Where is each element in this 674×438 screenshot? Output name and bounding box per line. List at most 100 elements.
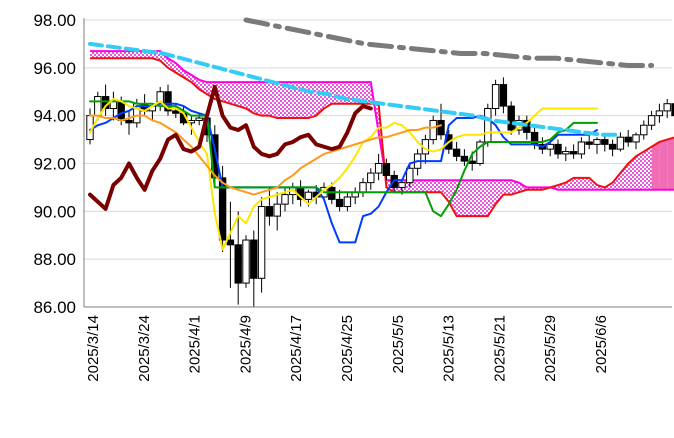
cloud-segment bbox=[643, 146, 652, 190]
cloud-segment bbox=[581, 177, 590, 190]
cloud-segment bbox=[456, 180, 465, 217]
cloud-segment bbox=[308, 82, 317, 119]
cloud-segment bbox=[480, 180, 488, 217]
candle-body bbox=[593, 139, 601, 145]
cloud-segment bbox=[409, 180, 418, 193]
cloud-segment bbox=[331, 82, 340, 104]
candle-body bbox=[585, 141, 593, 145]
cloud-segment bbox=[277, 82, 285, 119]
candle-body bbox=[632, 134, 640, 143]
cloud-segment bbox=[261, 82, 270, 116]
candle-body bbox=[616, 136, 625, 150]
cloud-segment bbox=[129, 51, 137, 59]
cloud-segment bbox=[651, 141, 660, 190]
cloud-segment bbox=[199, 79, 207, 95]
candle-body bbox=[250, 239, 258, 279]
base-line bbox=[89, 100, 598, 218]
cloud-segment bbox=[425, 180, 434, 193]
candle-body bbox=[117, 100, 125, 121]
candle-body bbox=[569, 151, 578, 155]
chikou-line bbox=[88, 84, 373, 211]
cloud-segment bbox=[175, 63, 184, 78]
cloud-segment bbox=[433, 180, 441, 193]
candle-body bbox=[374, 163, 383, 174]
candle-body bbox=[476, 141, 484, 165]
candle-body bbox=[655, 110, 664, 117]
candle-body bbox=[460, 155, 469, 162]
candle-body bbox=[398, 182, 406, 188]
cloud-segment bbox=[363, 82, 371, 104]
candle-body bbox=[546, 143, 554, 150]
candle-body bbox=[601, 139, 609, 145]
cloud-segment bbox=[441, 180, 449, 202]
y-tick-label: 86.00 bbox=[33, 298, 76, 317]
cloud-segment bbox=[472, 180, 480, 217]
y-tick-label: 94.00 bbox=[33, 107, 76, 126]
cloud-segment bbox=[573, 177, 582, 190]
axes bbox=[83, 18, 672, 308]
candle-body bbox=[437, 119, 445, 136]
y-tick-label: 96.00 bbox=[33, 59, 76, 78]
y-tick-labels: 86.00 88.00 90.00 92.00 94.00 96.00 98.00 bbox=[33, 11, 76, 317]
cloud-segment bbox=[230, 82, 239, 107]
cloud-segment bbox=[300, 82, 309, 119]
candle-body bbox=[554, 143, 562, 155]
x-tick-label: 2025/4/1 bbox=[187, 315, 204, 373]
x-tick-label: 2025/3/24 bbox=[136, 315, 153, 382]
x-tick-label: 2025/3/14 bbox=[85, 315, 102, 382]
cloud-segment bbox=[503, 180, 512, 195]
cloud-top-trend-line bbox=[88, 41, 623, 137]
leading-span-a-line bbox=[90, 50, 674, 191]
x-tick-label: 2025/4/25 bbox=[339, 315, 356, 382]
candle-body bbox=[343, 196, 352, 208]
candle-body bbox=[491, 84, 500, 109]
ichimoku-cloud bbox=[90, 50, 674, 218]
cloud-segment bbox=[667, 137, 674, 190]
cloud-segment bbox=[121, 51, 129, 59]
cloud-segment bbox=[511, 180, 519, 195]
candle-body bbox=[304, 191, 313, 200]
candle-body bbox=[640, 124, 648, 136]
candle-body bbox=[647, 115, 656, 126]
cloud-segment bbox=[183, 70, 192, 83]
cloud-segment bbox=[97, 51, 106, 59]
cloud-segment bbox=[628, 156, 636, 190]
leading-span-b-line bbox=[90, 57, 674, 218]
tenkan-line bbox=[89, 97, 598, 251]
cloud-segment bbox=[136, 51, 145, 59]
cloud-segment bbox=[636, 151, 644, 190]
cloud-segment bbox=[222, 82, 231, 104]
candle-body bbox=[562, 151, 570, 155]
candle-body bbox=[624, 136, 632, 143]
candle-body bbox=[265, 206, 274, 217]
cloud-segment bbox=[316, 82, 324, 116]
x-tick-label: 2025/4/17 bbox=[288, 315, 305, 382]
cloud-segment bbox=[246, 82, 254, 114]
candle-body bbox=[499, 84, 508, 107]
candle-body bbox=[242, 239, 250, 284]
kijun-line bbox=[89, 102, 598, 244]
cloud-segment bbox=[168, 58, 176, 73]
cloud-segment bbox=[105, 51, 114, 59]
x-tick-label: 2025/5/13 bbox=[441, 315, 458, 382]
candle-body bbox=[164, 91, 172, 112]
candle-body bbox=[257, 206, 266, 279]
candle-body bbox=[172, 110, 180, 114]
candle-body bbox=[468, 160, 476, 165]
candle-body bbox=[195, 117, 203, 121]
cloud-segment bbox=[620, 163, 629, 190]
candle-body bbox=[663, 103, 671, 112]
candle-body bbox=[382, 163, 391, 176]
cloud-segment bbox=[659, 139, 668, 190]
y-tick-label: 98.00 bbox=[33, 11, 76, 30]
candle-body bbox=[452, 148, 461, 157]
cloud-segment bbox=[113, 51, 122, 59]
candle-body bbox=[109, 100, 118, 109]
y-tick-label: 92.00 bbox=[33, 155, 76, 174]
long-trend-line bbox=[243, 17, 655, 68]
candle-body bbox=[226, 239, 235, 246]
candle-body bbox=[281, 194, 289, 205]
x-tick-labels: 2025/3/14 2025/3/24 2025/4/1 2025/4/9 2025/4… bbox=[85, 315, 610, 382]
cloud-segment bbox=[285, 82, 293, 119]
